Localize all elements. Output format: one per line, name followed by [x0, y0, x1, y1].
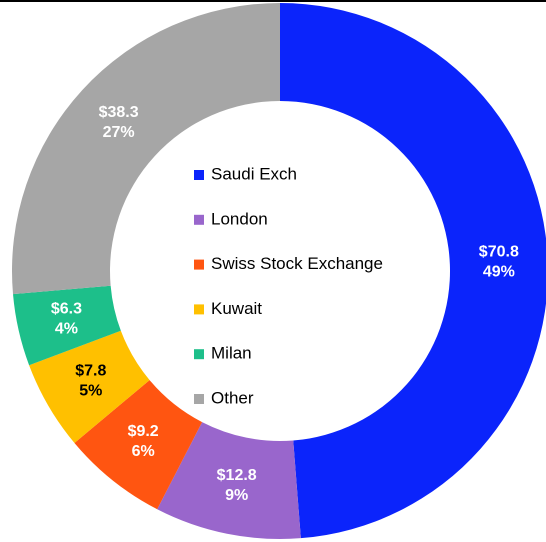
legend-label: Kuwait	[211, 299, 262, 318]
slice	[29, 330, 150, 443]
legend-swatch	[194, 259, 204, 270]
top-border	[0, 0, 546, 2]
slice	[157, 422, 301, 539]
percent-label: 4%	[55, 321, 78, 338]
legend-label: London	[211, 209, 268, 228]
legend-label: Swiss Stock Exchange	[211, 254, 383, 273]
legend-label: Saudi Exch	[211, 164, 297, 183]
legend-swatch	[194, 394, 204, 404]
legend-swatch	[194, 349, 204, 360]
percent-label: 49%	[483, 264, 515, 281]
slice	[13, 285, 121, 366]
value-label: $7.8	[75, 363, 106, 380]
percent-label: 9%	[225, 487, 248, 504]
slice	[11, 3, 280, 295]
legend-swatch	[194, 304, 204, 315]
value-label: $6.3	[51, 301, 82, 318]
percent-label: 6%	[132, 443, 155, 460]
legend-label: Milan	[211, 344, 252, 363]
value-label: $38.3	[99, 104, 139, 121]
value-label: $12.8	[217, 467, 257, 484]
slice	[74, 380, 203, 510]
percent-label: 27%	[103, 124, 135, 141]
legend-swatch	[194, 170, 204, 180]
legend-swatch	[194, 214, 204, 225]
value-label: $9.2	[128, 423, 159, 440]
slice	[280, 3, 546, 539]
legend-label: Other	[211, 388, 254, 407]
percent-label: 5%	[79, 383, 102, 400]
value-label: $70.8	[479, 244, 519, 261]
